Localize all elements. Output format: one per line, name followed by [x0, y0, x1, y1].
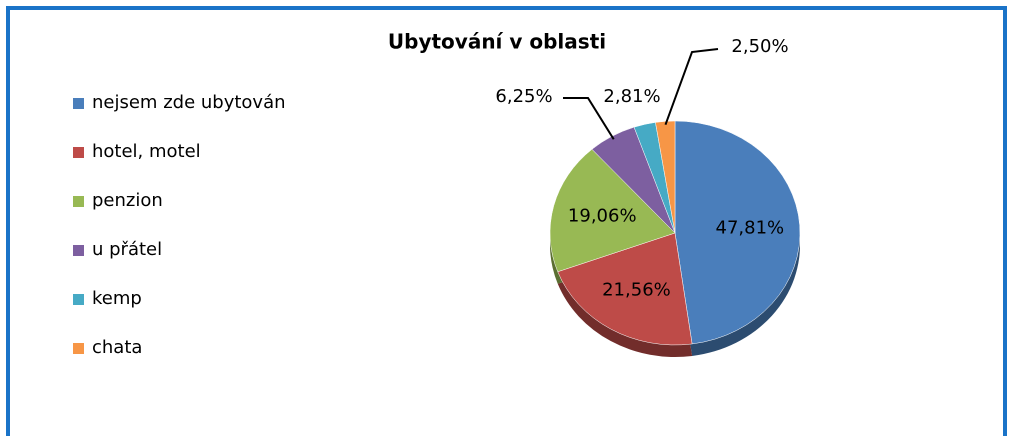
slice	[549, 148, 676, 273]
legend-swatch	[73, 343, 84, 354]
legend-label: chata	[92, 337, 142, 358]
slice	[655, 120, 676, 234]
legend-swatch	[73, 147, 84, 158]
legend-label: u přátel	[92, 239, 162, 260]
slice	[557, 232, 693, 346]
data-label: 47,81%	[716, 217, 785, 238]
legend-label: kemp	[92, 288, 142, 309]
data-label: 19,06%	[568, 206, 637, 227]
legend-label: hotel, motel	[92, 141, 201, 162]
legend-swatch	[73, 196, 84, 207]
data-label: 21,56%	[602, 280, 671, 301]
chart-title: Ubytování v oblasti	[388, 30, 606, 54]
legend-swatch	[73, 98, 84, 109]
legend-label: penzion	[92, 190, 163, 211]
legend-label: nejsem zde ubytován	[92, 92, 286, 113]
legend-swatch	[73, 245, 84, 256]
data-label: 2,81%	[603, 86, 660, 107]
leader-line	[563, 97, 615, 140]
slice	[674, 120, 801, 345]
legend-swatch	[73, 294, 84, 305]
leader-line	[664, 48, 719, 126]
frame	[6, 6, 1007, 436]
data-label: 6,25%	[495, 86, 552, 107]
data-label: 2,50%	[731, 36, 788, 57]
